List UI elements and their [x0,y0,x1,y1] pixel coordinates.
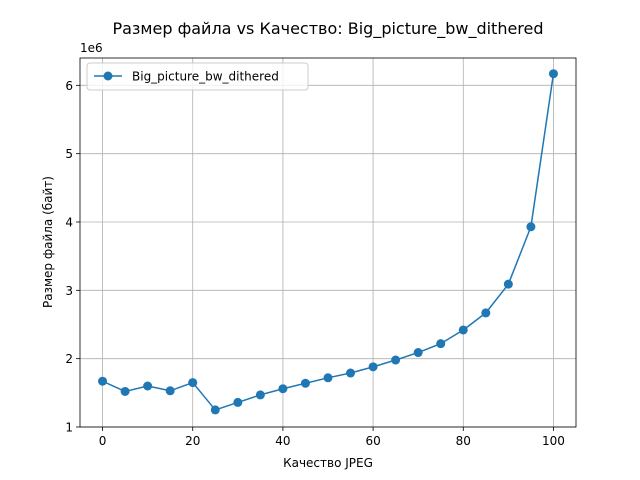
x-tick-label: 20 [185,434,200,448]
x-tick-label: 0 [99,434,107,448]
data-point [98,376,108,386]
data-point [503,279,513,289]
data-point [300,378,310,388]
series-layer [98,69,558,415]
y-tick-label: 4 [65,216,73,230]
x-axis: 0 20 40 60 80 100 [99,427,565,448]
y-tick-label: 1 [65,421,73,435]
data-point [143,381,153,391]
legend-label: Big_picture_bw_dithered [132,70,279,84]
x-tick-label: 80 [456,434,471,448]
y-axis-offset-label: 1e6 [80,41,103,55]
data-point [346,368,356,378]
data-point [165,386,175,396]
x-tick-label: 100 [542,434,565,448]
data-point [391,355,401,365]
data-point [188,378,198,388]
data-point [210,405,220,415]
y-axis-label: Размер файла (байт) [41,176,55,308]
legend-box [86,62,309,91]
plot-frame [79,57,577,428]
y-tick-label: 6 [65,79,73,93]
y-tick-label: 5 [65,147,73,161]
legend: Big_picture_bw_dithered [86,62,309,91]
data-point [481,308,491,318]
x-tick-label: 40 [275,434,290,448]
data-point [458,325,468,335]
data-point [413,348,423,358]
data-point [526,222,536,232]
data-point [368,362,378,372]
y-tick-label: 2 [65,352,73,366]
y-axis: 1 2 3 4 5 6 [65,79,80,435]
y-tick-label: 3 [65,284,73,298]
x-tick-label: 60 [365,434,380,448]
data-point [278,384,288,394]
data-point [233,397,243,407]
data-point [120,386,130,396]
chart-title: Размер файла vs Качество: Big_picture_bw… [112,19,543,39]
data-point [255,390,265,400]
grid [80,58,576,428]
x-axis-label: Качество JPEG [283,456,373,470]
legend-marker [103,71,113,81]
data-point [548,69,558,79]
data-point [436,339,446,349]
data-point [323,373,333,383]
